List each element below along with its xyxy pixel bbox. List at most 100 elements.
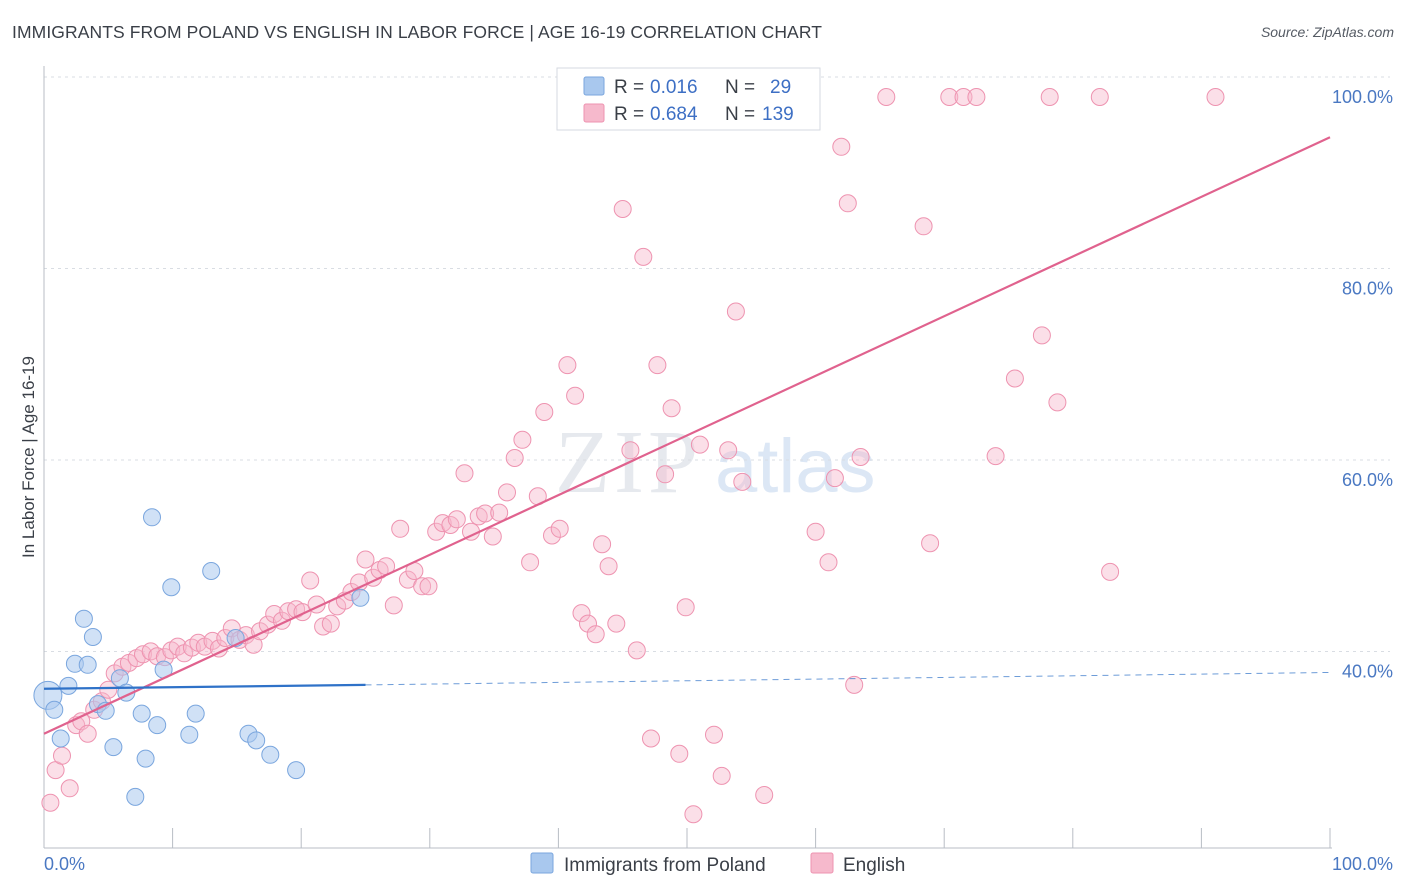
point-english-6 (78, 724, 97, 743)
point-poland-22 (202, 562, 221, 580)
point-english-57 (433, 514, 452, 533)
point-english-51 (391, 519, 410, 538)
point-poland-7 (83, 628, 102, 646)
point-poland-20 (180, 725, 199, 744)
legend-n-label-poland: N = (725, 77, 755, 98)
point-english-126 (1101, 562, 1120, 581)
series-legend: Immigrants from Poland English (530, 852, 905, 876)
point-english-124 (1048, 393, 1067, 412)
point-english-71 (535, 403, 554, 421)
point-english-110 (832, 137, 851, 156)
watermark-atlas: atlas (715, 424, 876, 509)
y-tick-label-80: 80.0% (1342, 279, 1393, 299)
point-english-114 (877, 88, 896, 106)
point-english-113 (851, 448, 870, 466)
point-english-46 (356, 550, 375, 569)
point-english-82 (613, 200, 632, 218)
point-english-85 (634, 247, 653, 266)
point-english-54 (413, 577, 432, 596)
trend-line-poland-dashed (365, 671, 1331, 686)
series-poland (33, 508, 370, 806)
point-poland-6 (78, 655, 97, 674)
bottom-legend-swatch-english (810, 852, 834, 874)
legend-swatch-poland (583, 76, 605, 96)
series-english (41, 88, 1225, 824)
y-axis-title: In Labor Force | Age 16-19 (19, 356, 38, 558)
point-poland-15 (136, 749, 155, 768)
bottom-legend-label-english: English (843, 855, 905, 876)
point-english-41 (321, 614, 340, 633)
point-english-76 (572, 604, 591, 623)
point-poland-21 (186, 704, 205, 723)
point-english-9 (99, 680, 118, 699)
point-poland-5 (74, 609, 93, 628)
point-english-84 (627, 641, 646, 660)
point-english-123 (1040, 88, 1059, 106)
point-poland-17 (148, 716, 167, 735)
point-english-55 (419, 577, 438, 596)
point-english-21 (182, 638, 201, 657)
point-english-125 (1090, 88, 1109, 106)
point-english-79 (593, 535, 612, 554)
point-english-64 (483, 527, 502, 546)
point-english-0 (41, 793, 60, 812)
point-english-80 (599, 557, 618, 576)
point-english-92 (684, 805, 703, 824)
y-tick-label-40: 40.0% (1342, 662, 1393, 682)
point-english-19 (168, 637, 187, 656)
axes (43, 66, 1332, 849)
point-english-89 (662, 399, 681, 418)
point-english-118 (954, 88, 973, 106)
point-english-121 (1005, 369, 1024, 388)
point-english-33 (265, 605, 284, 623)
legend-n-label-english: N = (725, 104, 755, 125)
point-english-88 (656, 465, 675, 484)
point-poland-14 (132, 704, 151, 723)
bottom-legend-label-poland: Immigrants from Poland (564, 855, 766, 876)
y-tick-labels: 40.0% 60.0% 80.0% 100.0% (1332, 87, 1393, 682)
trend-line-english (43, 136, 1331, 735)
point-poland-13 (126, 787, 145, 806)
legend-r-label-poland: R = (614, 77, 644, 98)
point-english-67 (505, 449, 524, 467)
legend-r-label-english: R = (614, 104, 644, 125)
point-poland-1 (45, 700, 64, 719)
point-english-115 (914, 217, 933, 236)
point-english-87 (648, 356, 667, 375)
point-poland-19 (162, 578, 181, 597)
point-english-109 (825, 469, 844, 488)
point-poland-27 (287, 761, 306, 780)
point-poland-3 (59, 676, 78, 695)
point-english-69 (521, 553, 540, 572)
point-english-127 (1206, 88, 1225, 106)
y-tick-label-100: 100.0% (1332, 87, 1393, 107)
point-poland-10 (104, 738, 123, 757)
y-tick-label-60: 60.0% (1342, 470, 1393, 490)
point-english-38 (301, 571, 320, 590)
legend-r-value-poland: 0.016 (650, 77, 698, 98)
x-tick-label-min: 0.0% (44, 854, 85, 874)
point-english-78 (586, 625, 605, 644)
point-poland-25 (247, 731, 266, 750)
point-english-122 (1032, 326, 1051, 345)
point-english-108 (819, 553, 838, 572)
point-english-50 (384, 596, 403, 615)
point-english-91 (676, 598, 695, 617)
point-english-93 (690, 435, 709, 454)
point-english-81 (607, 614, 626, 633)
point-english-75 (566, 386, 585, 405)
point-english-102 (755, 786, 774, 804)
x-ticks (43, 828, 1331, 848)
legend-r-value-english: 0.684 (650, 104, 698, 125)
point-english-96 (712, 766, 731, 785)
point-english-95 (705, 725, 723, 744)
point-english-111 (838, 194, 857, 213)
legend-n-value-poland: 29 (770, 77, 791, 98)
point-english-65 (490, 503, 509, 522)
point-english-120 (986, 447, 1005, 466)
point-english-2 (53, 746, 71, 765)
point-poland-28 (351, 588, 370, 607)
point-poland-26 (261, 745, 280, 764)
stats-legend: R = 0.016 N = 29 R = 0.684 N = 139 (556, 67, 821, 131)
